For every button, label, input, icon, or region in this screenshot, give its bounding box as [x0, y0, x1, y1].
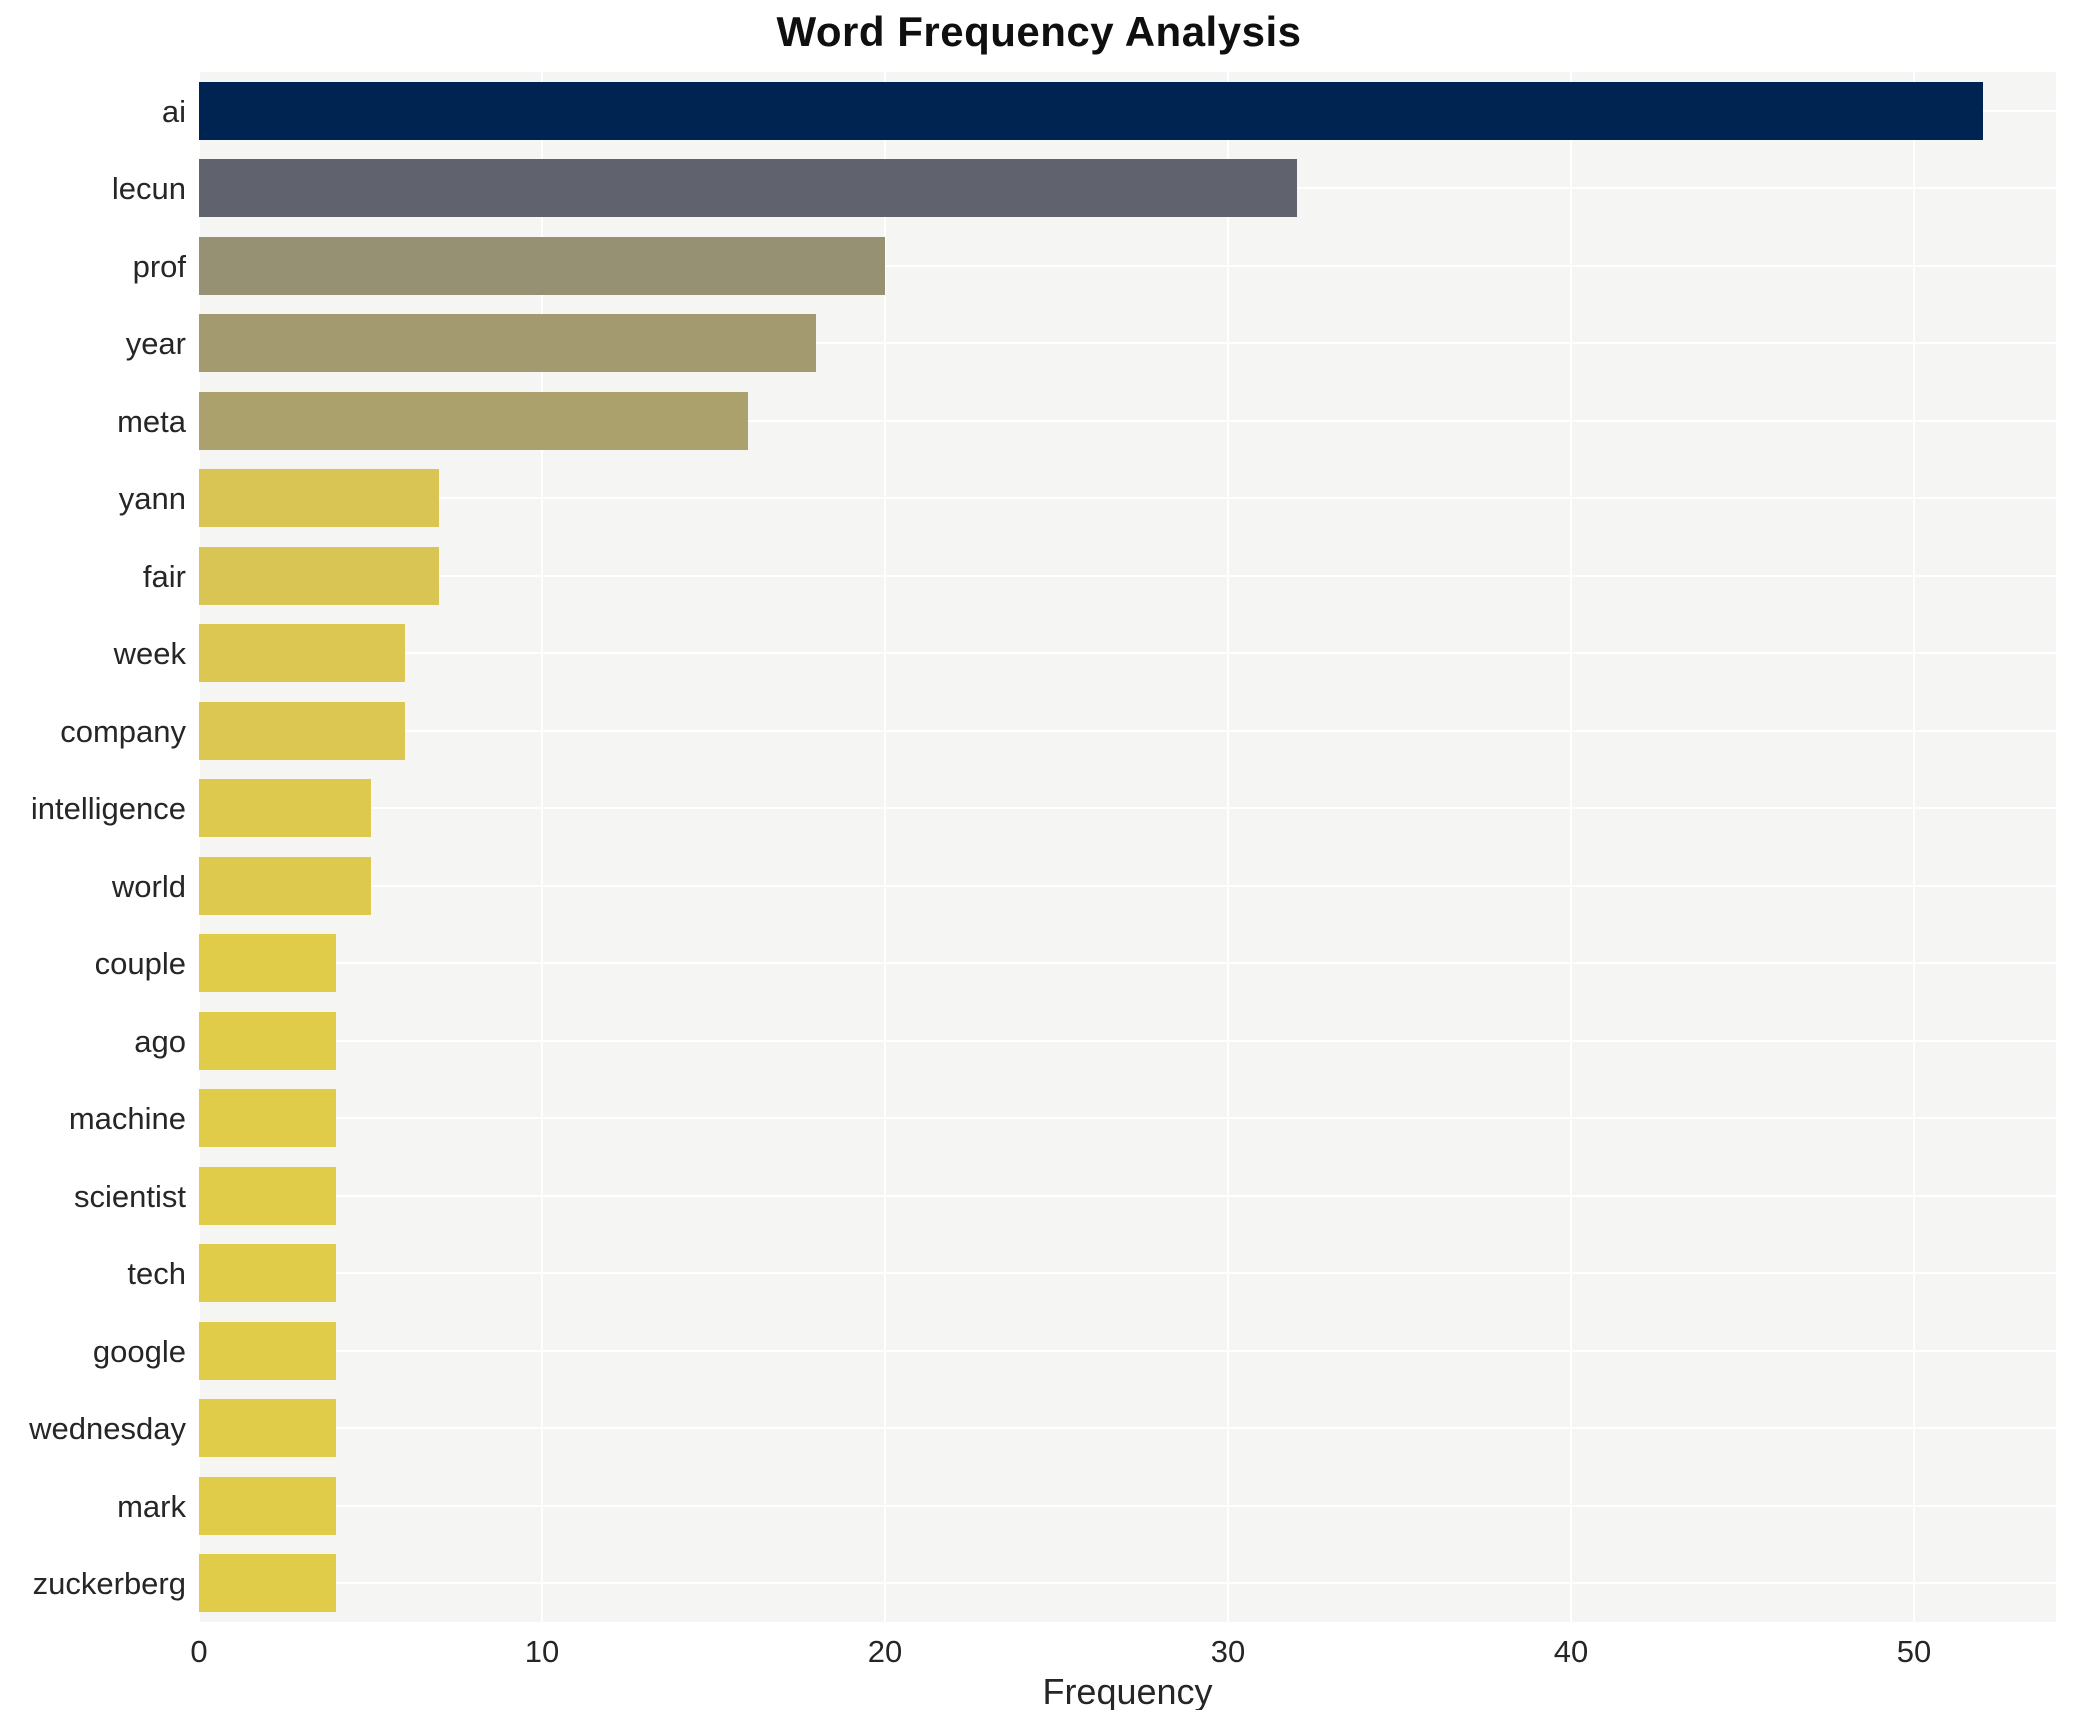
category-label-yann: yann: [118, 481, 186, 516]
category-label-mark: mark: [117, 1489, 186, 1524]
category-label-couple: couple: [94, 946, 186, 981]
bar-google: [199, 1322, 336, 1380]
category-label-year: year: [125, 326, 186, 361]
y-gridline: [199, 1427, 2056, 1429]
bar-ago: [199, 1012, 336, 1070]
y-gridline: [199, 420, 2056, 422]
bar-world: [199, 857, 371, 915]
y-gridline: [199, 807, 2056, 809]
y-gridline: [199, 1272, 2056, 1274]
y-gridline: [199, 1582, 2056, 1584]
category-label-scientist: scientist: [74, 1179, 186, 1214]
plot-area: [198, 72, 2056, 1622]
x-tick-label-30: 30: [1210, 1634, 1246, 1669]
category-label-prof: prof: [132, 249, 186, 284]
y-gridline: [199, 885, 2056, 887]
bar-mark: [199, 1477, 336, 1535]
category-label-wednesday: wednesday: [29, 1411, 186, 1446]
x-gridline: [198, 72, 200, 1622]
bar-ai: [199, 82, 1983, 140]
category-label-lecun: lecun: [111, 171, 186, 206]
x-tick-label-50: 50: [1896, 1634, 1932, 1669]
y-gridline: [199, 265, 2056, 267]
y-gridline: [199, 1350, 2056, 1352]
chart-title: Word Frequency Analysis: [776, 8, 1302, 55]
category-label-tech: tech: [127, 1256, 186, 1291]
y-gridline: [199, 730, 2056, 732]
bar-zuckerberg: [199, 1554, 336, 1612]
bar-company: [199, 702, 405, 760]
bar-fair: [199, 547, 439, 605]
category-label-company: company: [60, 714, 186, 749]
y-gridline: [199, 1117, 2056, 1119]
category-label-ai: ai: [161, 94, 186, 129]
bar-couple: [199, 934, 336, 992]
category-label-intelligence: intelligence: [30, 791, 186, 826]
bar-scientist: [199, 1167, 336, 1225]
bar-wednesday: [199, 1399, 336, 1457]
y-gridline: [199, 1505, 2056, 1507]
x-gridline: [1570, 72, 1572, 1622]
x-tick-label-40: 40: [1553, 1634, 1589, 1669]
x-tick-label-10: 10: [524, 1634, 560, 1669]
x-gridline: [884, 72, 886, 1622]
bar-intelligence: [199, 779, 371, 837]
bar-year: [199, 314, 816, 372]
category-label-zuckerberg: zuckerberg: [32, 1566, 186, 1601]
y-gridline: [199, 652, 2056, 654]
x-gridline: [541, 72, 543, 1622]
category-label-machine: machine: [68, 1101, 186, 1136]
x-tick-label-0: 0: [190, 1634, 208, 1669]
bar-machine: [199, 1089, 336, 1147]
category-label-world: world: [111, 869, 186, 904]
x-gridline: [1227, 72, 1229, 1622]
category-label-week: week: [113, 636, 186, 671]
category-label-fair: fair: [142, 559, 186, 594]
y-gridline: [199, 962, 2056, 964]
y-gridline: [199, 575, 2056, 577]
category-label-meta: meta: [117, 404, 186, 439]
y-gridline: [199, 342, 2056, 344]
x-axis-label: Frequency: [1042, 1671, 1213, 1710]
bar-week: [199, 624, 405, 682]
y-gridline: [199, 497, 2056, 499]
bar-prof: [199, 237, 885, 295]
bar-yann: [199, 469, 439, 527]
bar-tech: [199, 1244, 336, 1302]
bar-meta: [199, 392, 748, 450]
y-gridline: [199, 1195, 2056, 1197]
category-label-ago: ago: [134, 1024, 186, 1059]
y-gridline: [199, 1040, 2056, 1042]
x-tick-label-20: 20: [867, 1634, 903, 1669]
category-label-google: google: [92, 1334, 186, 1369]
x-gridline: [1913, 72, 1915, 1622]
bar-lecun: [199, 159, 1297, 217]
